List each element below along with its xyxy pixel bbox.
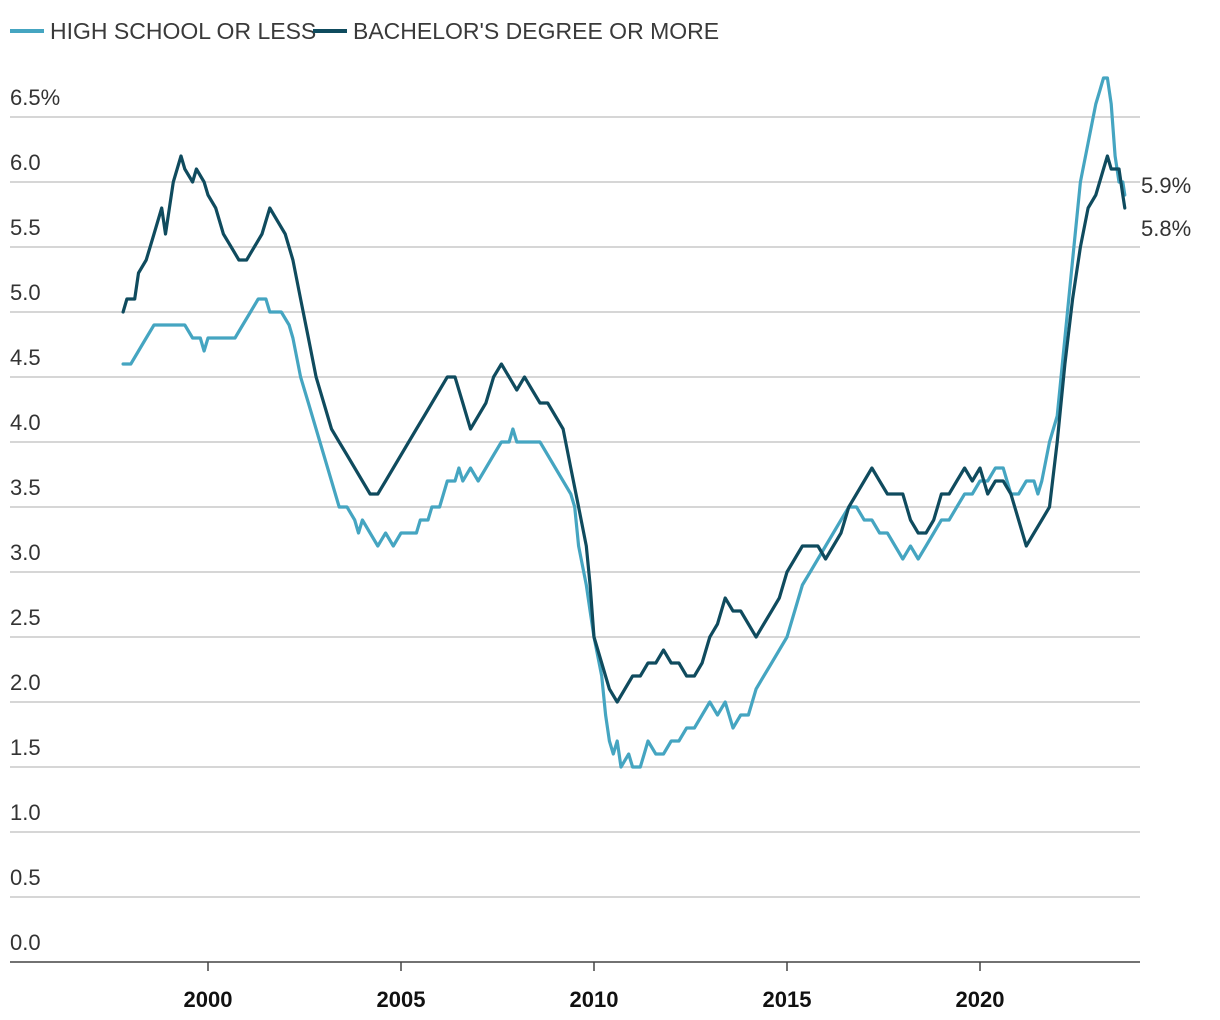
y-tick-label: 5.0 (10, 280, 41, 305)
series-line-high-school (121, 76, 1127, 769)
y-tick-label: 0.0 (10, 930, 41, 955)
y-tick-label: 6.5% (10, 85, 60, 110)
y-tick-label: 4.0 (10, 410, 41, 435)
legend: HIGH SCHOOL OR LESS BACHELOR'S DEGREE OR… (10, 18, 719, 44)
y-tick-label: 2.0 (10, 670, 41, 695)
y-tick-label: 3.5 (10, 475, 41, 500)
end-label-bachelors: 5.8% (1141, 216, 1191, 241)
x-tick-label: 2010 (570, 987, 619, 1012)
y-tick-label: 0.5 (10, 865, 41, 890)
y-tick-label: 6.0 (10, 150, 41, 175)
x-axis-ticks: 2000 2005 2010 2015 2020 (184, 962, 1005, 1012)
end-labels: 5.9% 5.8% (1141, 173, 1191, 241)
y-tick-label: 2.5 (10, 605, 41, 630)
y-tick-label: 3.0 (10, 540, 41, 565)
series-lines (121, 76, 1127, 769)
end-label-high-school: 5.9% (1141, 173, 1191, 198)
legend-label-high-school: HIGH SCHOOL OR LESS (50, 18, 316, 44)
x-tick-label: 2015 (763, 987, 812, 1012)
y-tick-label: 1.0 (10, 800, 41, 825)
y-tick-label: 1.5 (10, 735, 41, 760)
x-tick-label: 2000 (184, 987, 233, 1012)
y-axis-ticks: 0.0 0.5 1.0 1.5 2.0 2.5 3.0 3.5 4.0 4.5 5.0 5.5 6.0 6… (10, 85, 60, 955)
y-tick-label: 4.5 (10, 345, 41, 370)
x-tick-label: 2005 (377, 987, 426, 1012)
x-tick-label: 2020 (956, 987, 1005, 1012)
series-line-bachelors (121, 154, 1127, 704)
gridlines (10, 116, 1140, 898)
y-tick-label: 5.5 (10, 215, 41, 240)
legend-label-bachelors: BACHELOR'S DEGREE OR MORE (353, 18, 719, 44)
